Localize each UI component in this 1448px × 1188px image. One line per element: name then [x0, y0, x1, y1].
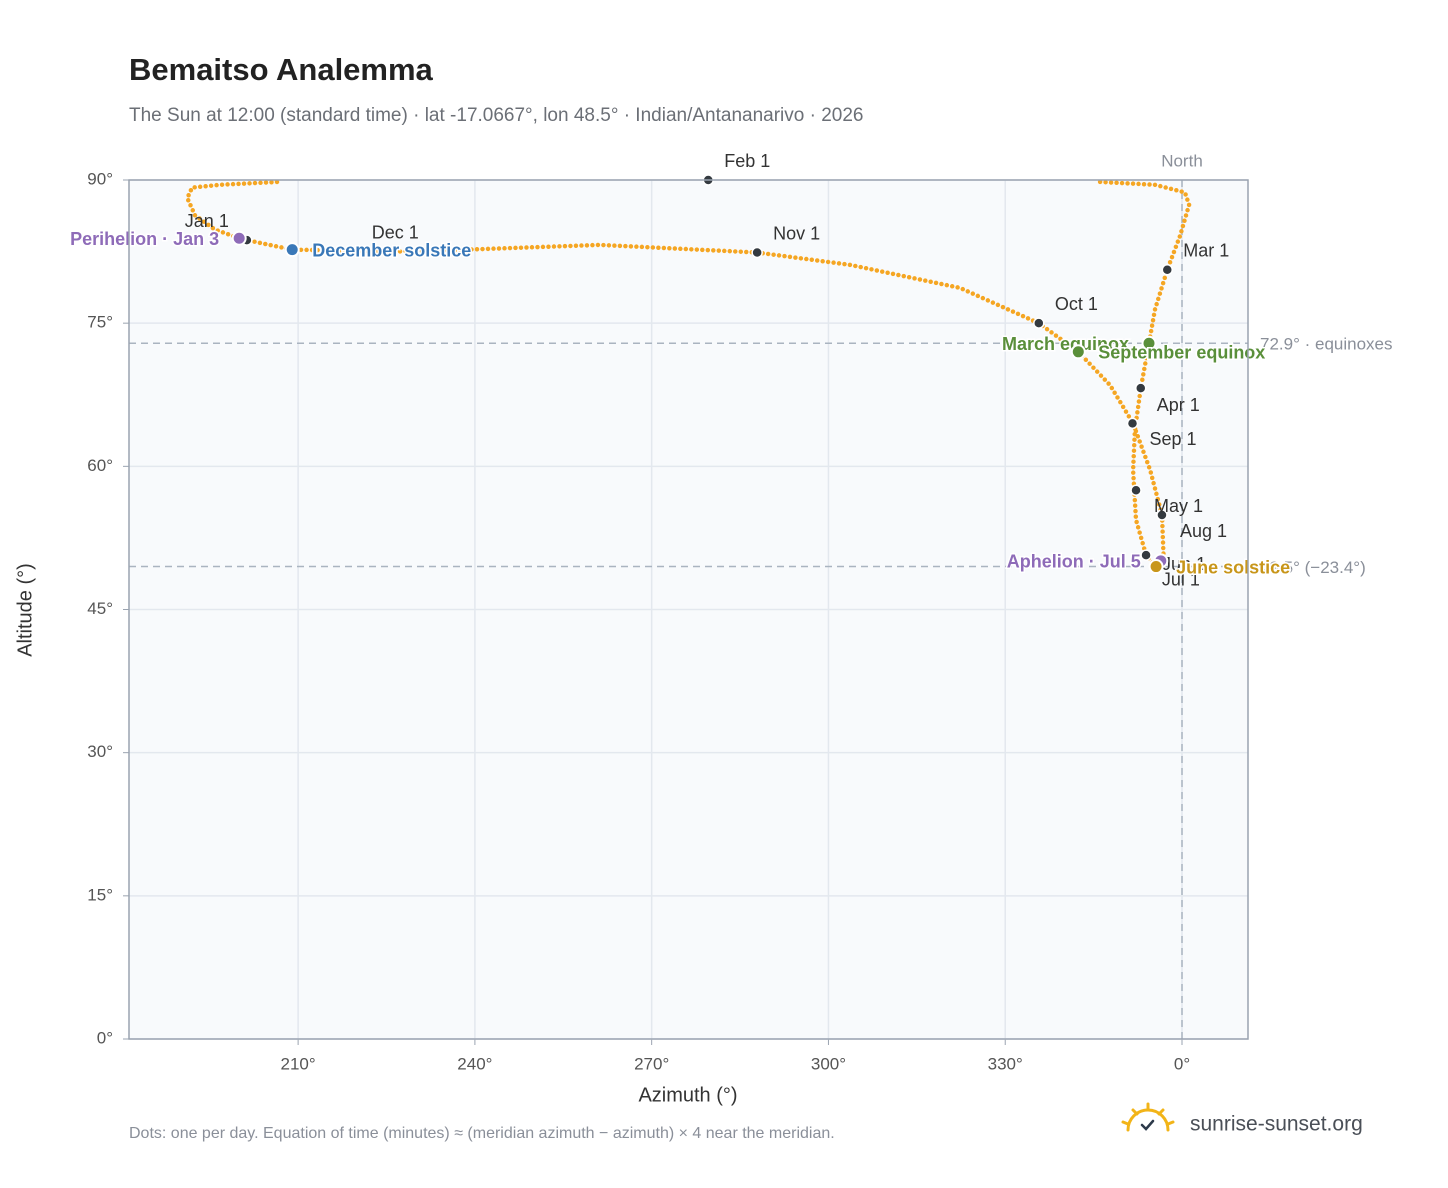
month-marker	[1161, 263, 1174, 276]
month-label: Jan 1	[185, 211, 229, 231]
month-marker	[751, 246, 763, 259]
month-label: Jul 1	[1162, 569, 1200, 589]
month-label: Nov 1	[773, 223, 820, 243]
event-label: Perihelion · Jan 3	[70, 229, 219, 249]
y-tick-label: 30°	[87, 742, 113, 761]
x-tick-label: 300°	[811, 1054, 846, 1073]
footnote: Dots: one per day. Equation of time (min…	[129, 1125, 835, 1142]
event-label: December solstice	[312, 240, 471, 260]
x-tick-label: 270°	[634, 1054, 669, 1073]
month-label: Mar 1	[1183, 240, 1229, 260]
y-tick-label: 90°	[87, 169, 113, 188]
month-label: Feb 1	[724, 151, 770, 171]
month-label: Aug 1	[1180, 521, 1227, 541]
month-label: Jun 1	[1162, 554, 1206, 574]
month-marker	[405, 245, 418, 258]
month-label: Dec 1	[372, 222, 419, 242]
y-tick-label: 75°	[87, 313, 113, 332]
month-marker	[1130, 484, 1142, 496]
event-label: Aphelion · Jul 5	[1007, 552, 1141, 572]
month-label: Oct 1	[1055, 294, 1098, 314]
reference-label: 49.5° (−23.4°)	[1260, 558, 1366, 577]
month-marker	[1135, 382, 1147, 394]
plot-border	[128, 179, 1249, 1040]
month-label: Sep 1	[1150, 429, 1197, 449]
event-marker	[231, 230, 247, 246]
subtitle: The Sun at 12:00 (standard time) · lat -…	[129, 105, 863, 126]
y-tick-label: 60°	[87, 456, 113, 475]
month-marker	[1126, 417, 1139, 430]
y-tick-label: 15°	[87, 885, 113, 904]
x-tick-label: 210°	[281, 1054, 316, 1073]
event-label: September equinox	[1098, 343, 1265, 363]
month-marker	[1140, 549, 1152, 561]
event-label: March equinox	[1002, 334, 1129, 354]
month-label: May 1	[1154, 496, 1203, 516]
x-tick-label: 330°	[988, 1054, 1023, 1073]
x-axis-label: Azimuth (°)	[638, 1084, 737, 1106]
month-label: Apr 1	[1157, 395, 1200, 415]
north-label: North	[1161, 151, 1203, 170]
event-marker	[1070, 344, 1086, 360]
event-marker	[1148, 559, 1164, 575]
event-label: June solstice	[1176, 557, 1290, 577]
x-tick-label: 0°	[1174, 1054, 1190, 1073]
brand: sunrise-sunset.org	[1190, 1113, 1363, 1136]
y-tick-label: 0°	[97, 1028, 113, 1047]
y-axis-label: Altitude (°)	[14, 563, 36, 657]
logo	[1121, 1102, 1175, 1132]
reference-label: 72.9° · equinoxes	[1260, 335, 1393, 354]
x-tick-label: 240°	[457, 1054, 492, 1073]
y-tick-label: 45°	[87, 599, 113, 618]
chart-title: Bemaitso Analemma	[129, 52, 434, 87]
month-marker	[1033, 317, 1045, 329]
event-marker	[1141, 335, 1157, 351]
month-marker	[1156, 509, 1168, 521]
event-marker	[284, 242, 300, 258]
